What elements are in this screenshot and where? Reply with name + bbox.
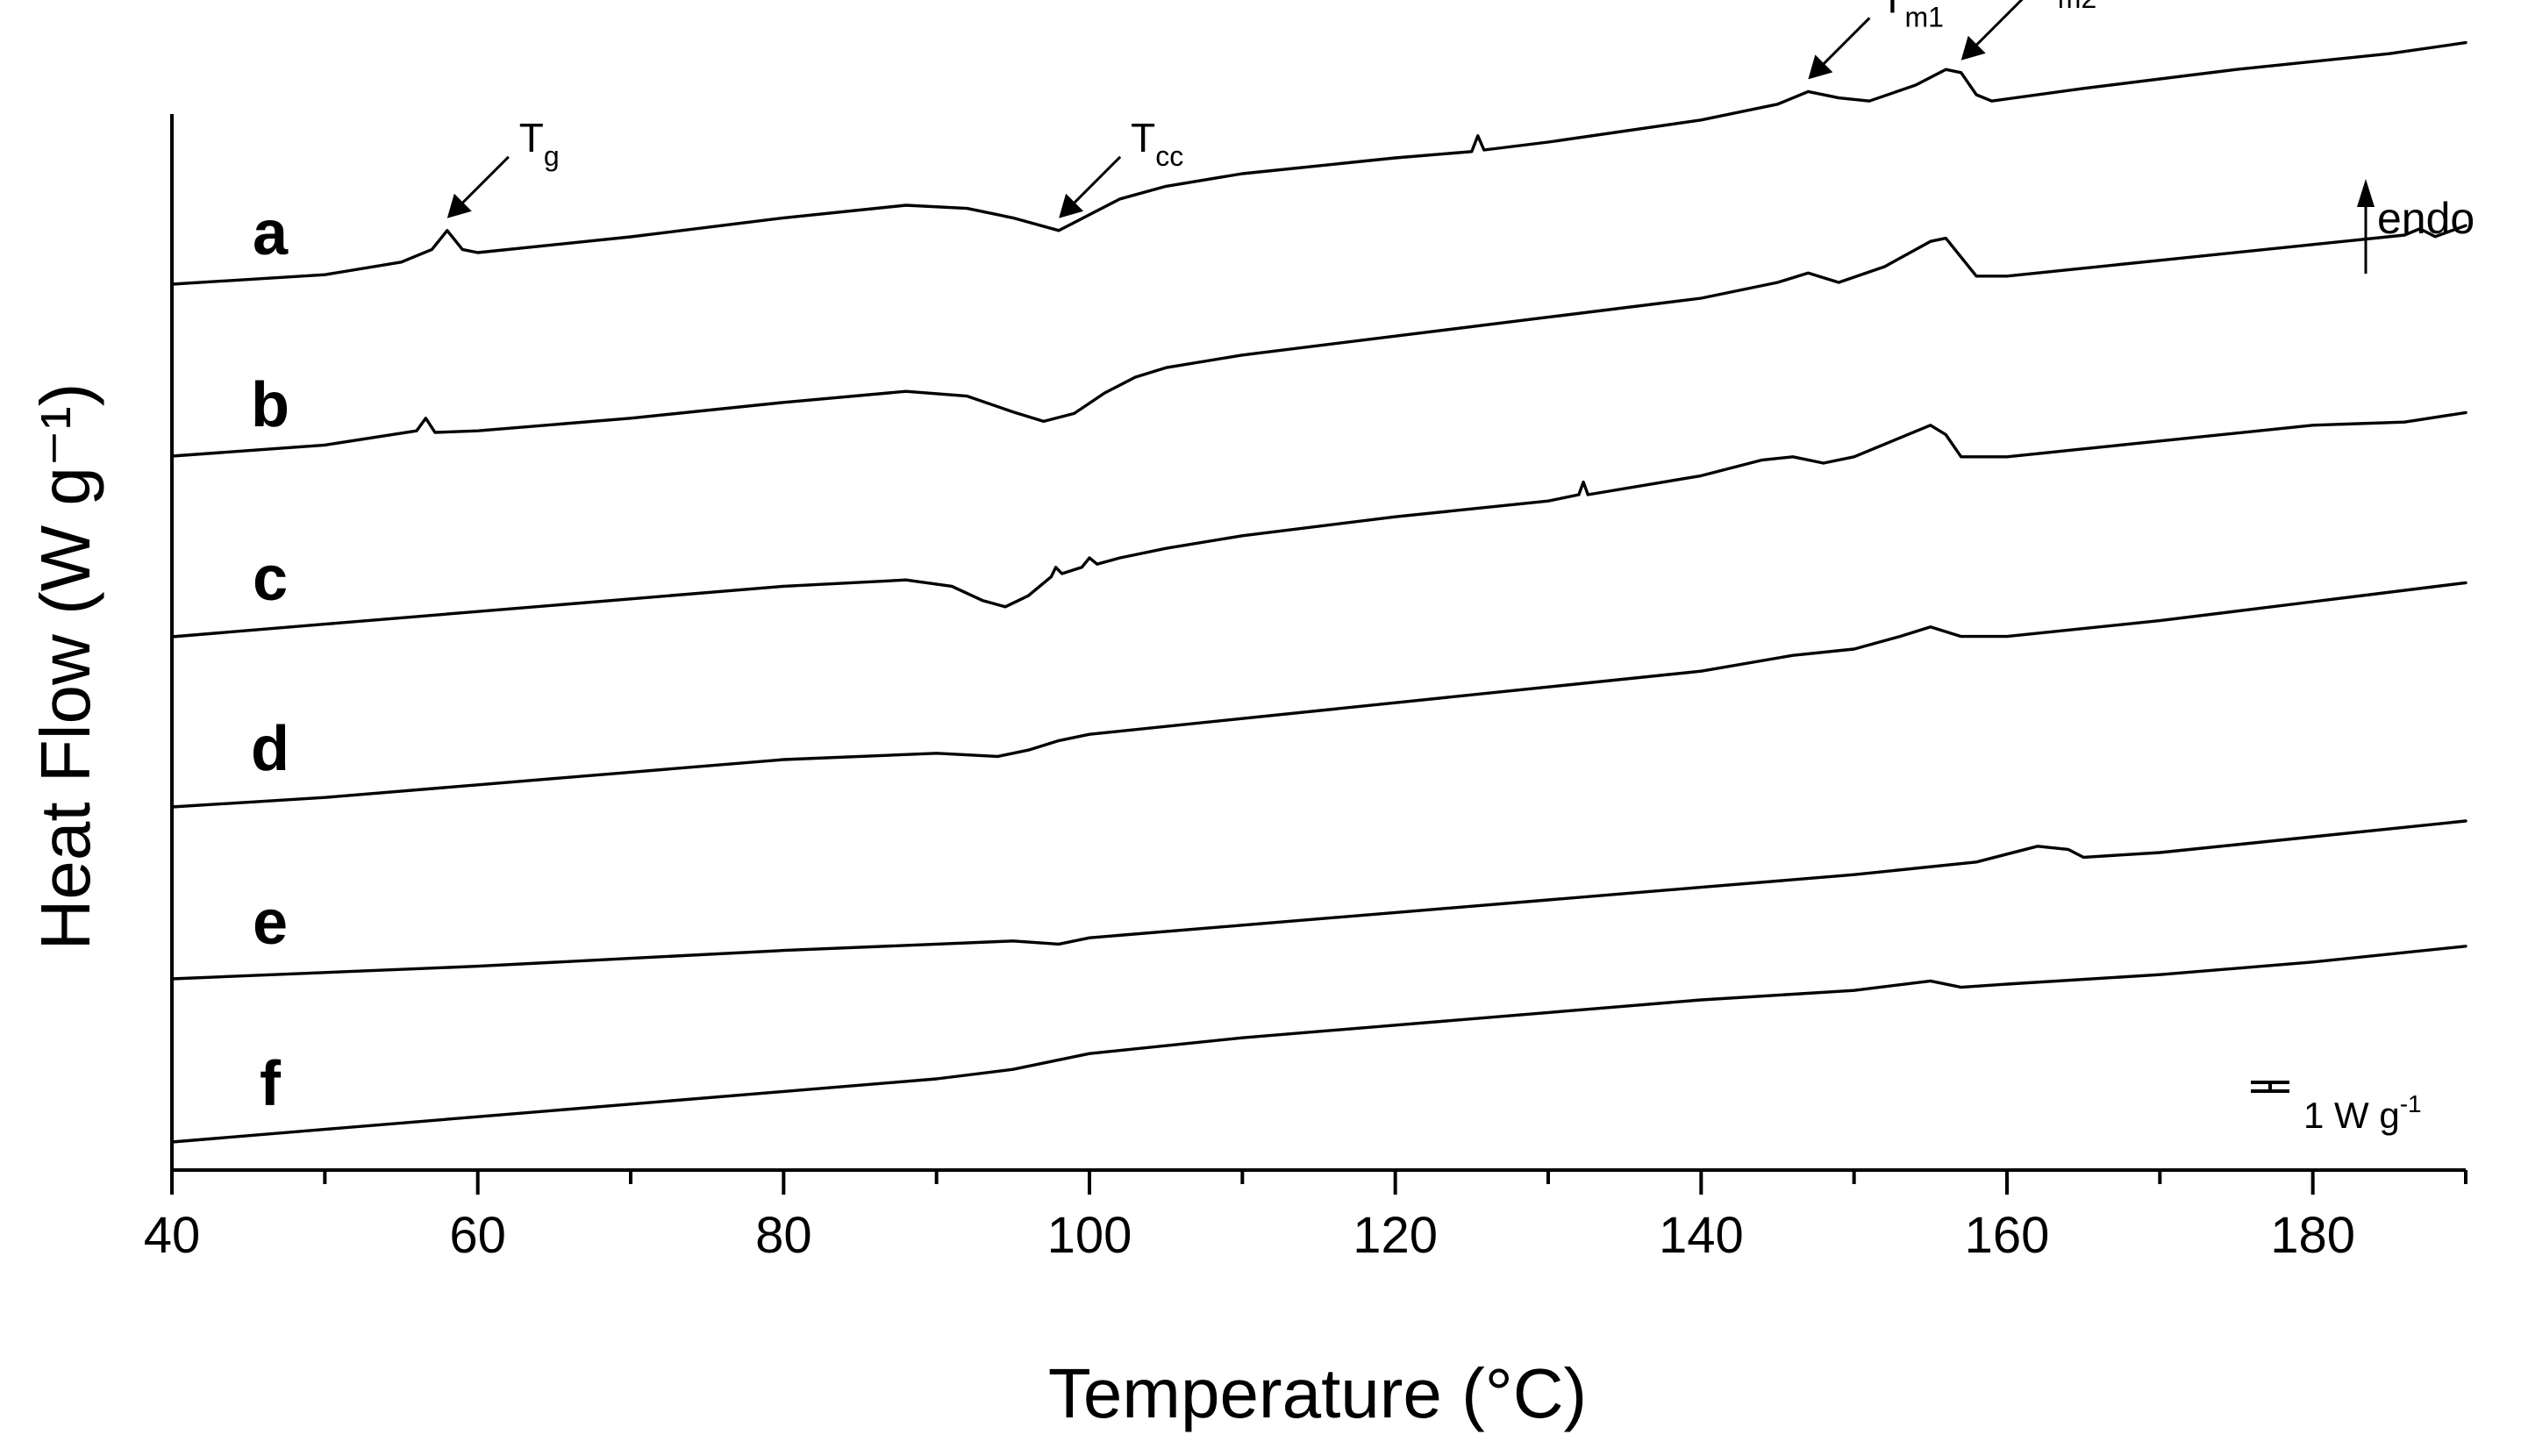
- annotation-arrow-g: [454, 155, 510, 211]
- series-line-f: [170, 945, 2467, 1144]
- annotations-layer: Tg Tcc Tm1 Tm2: [446, 0, 2097, 218]
- series-label-d: d: [251, 714, 289, 784]
- annotation-arrowhead-icon-m1: [1808, 54, 1833, 80]
- endo-label: endo: [2377, 194, 2475, 243]
- x-tick-label-160: 160: [1965, 1207, 2050, 1264]
- x-tick-label-180: 180: [2270, 1207, 2355, 1264]
- endo-indicator: endo: [2357, 179, 2475, 274]
- annotation-arrow-cc: [1067, 155, 1122, 211]
- x-tick-label-80: 80: [755, 1207, 812, 1264]
- series-line-a: [170, 40, 2467, 286]
- series-label-e: e: [253, 888, 288, 958]
- annotation-arrowhead-icon-cc: [1059, 193, 1084, 218]
- x-tick-label-60: 60: [449, 1207, 506, 1264]
- annotation-label-g: Tg: [519, 115, 560, 172]
- x-axis-title: Temperature (°C): [1048, 1354, 1587, 1432]
- endo-arrowhead-icon: [2357, 179, 2375, 207]
- annotation-label-m1: Tm1: [1880, 0, 1944, 32]
- series-label-a: a: [253, 198, 289, 268]
- x-tick-label-40: 40: [144, 1207, 201, 1264]
- series-line-b: [170, 224, 2467, 458]
- annotation-arrow-m1: [1816, 17, 1871, 72]
- annotation-arrowhead-icon-m2: [1960, 35, 1986, 61]
- series-line-c: [170, 410, 2467, 639]
- series-label-b: b: [251, 370, 289, 440]
- x-tick-label-100: 100: [1047, 1207, 1132, 1264]
- series-line-e: [170, 819, 2467, 981]
- annotation-arrow-m2: [1968, 0, 2024, 53]
- annotation-arrowhead-icon-g: [446, 193, 472, 218]
- scale-bar-label: 1 W g-1: [2303, 1090, 2422, 1136]
- scale-bar: 1 W g-1: [2251, 1081, 2422, 1136]
- x-tick-label-140: 140: [1659, 1207, 1744, 1264]
- series-label-f: f: [260, 1049, 282, 1119]
- series-labels-layer: a b c d e f: [251, 198, 289, 1119]
- series-label-c: c: [253, 544, 288, 614]
- y-axis-title: Heat Flow (W g⁻¹): [26, 383, 104, 951]
- annotation-label-m2: Tm2: [2033, 0, 2097, 14]
- series-line-d: [170, 581, 2467, 809]
- curves-layer: [170, 40, 2467, 1144]
- annotation-label-cc: Tcc: [1131, 115, 1183, 172]
- x-ticks-layer: 40 60 80 100 120 140 160 180: [144, 1170, 2467, 1264]
- x-tick-label-120: 120: [1353, 1207, 1438, 1264]
